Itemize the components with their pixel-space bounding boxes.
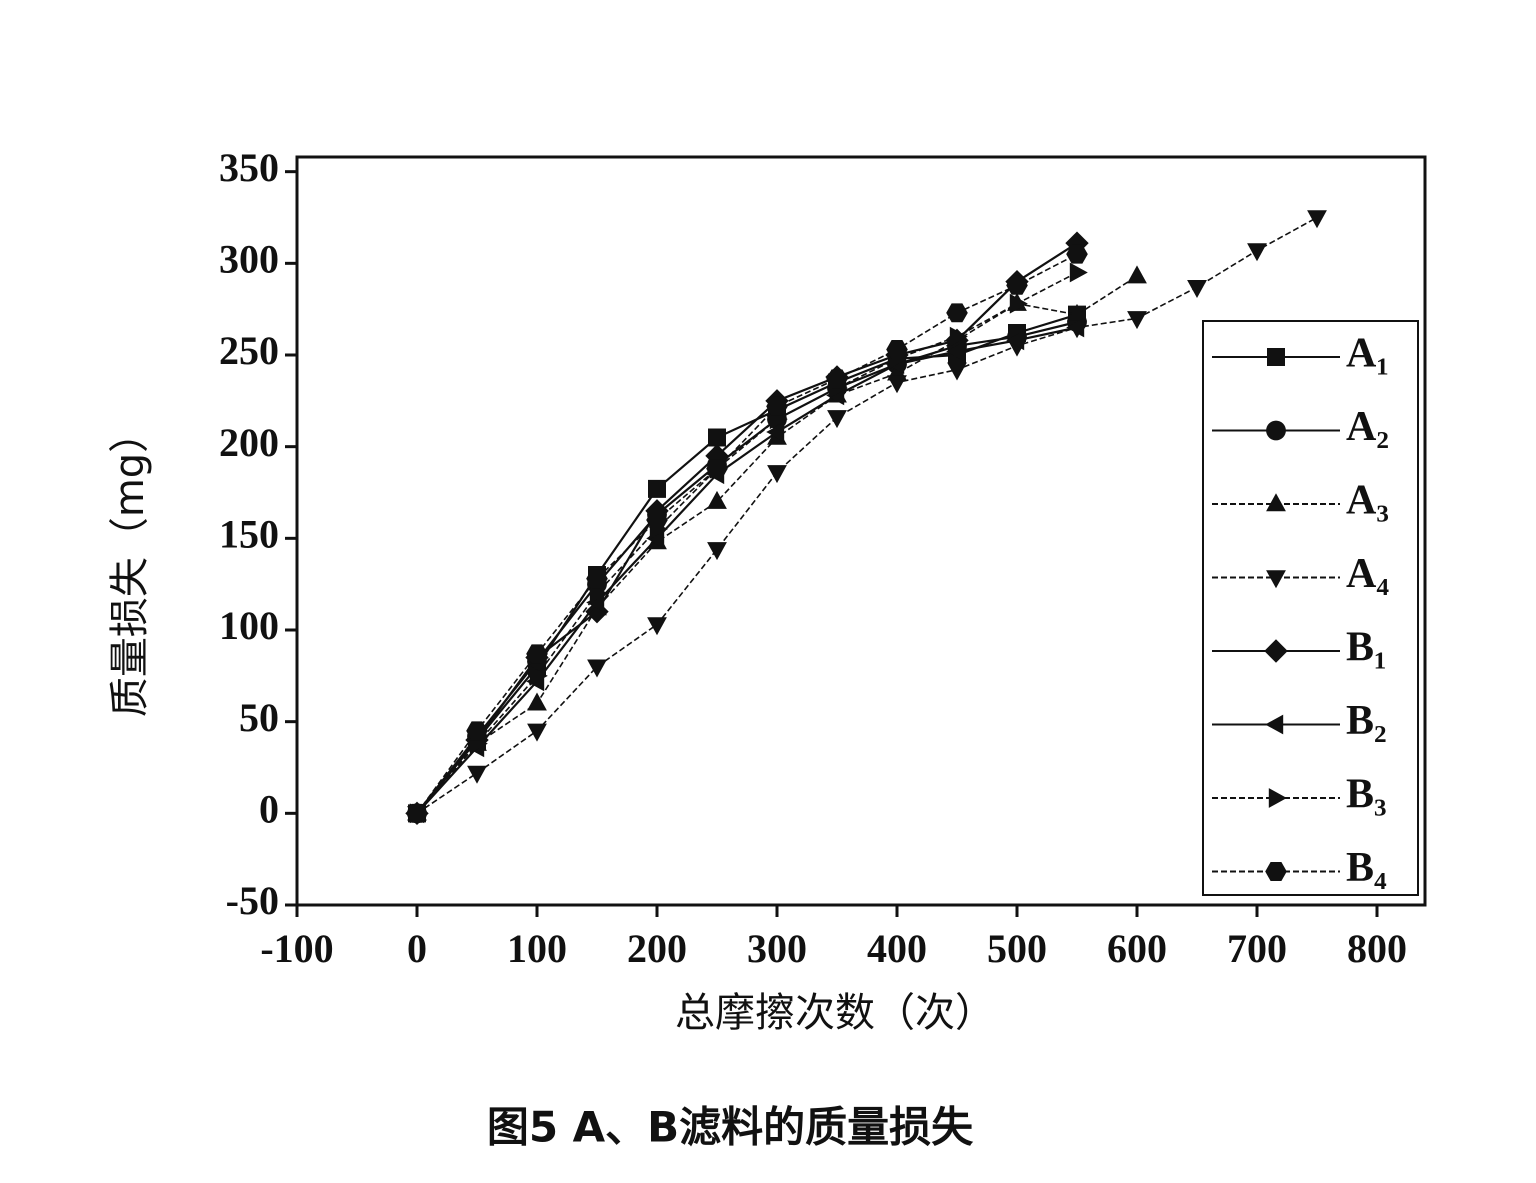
legend-swatch	[1266, 420, 1286, 441]
x-tick-label: 400	[867, 926, 927, 971]
x-tick-label: 800	[1347, 926, 1407, 971]
series-line	[416, 326, 1078, 815]
marker	[1066, 317, 1085, 338]
series-line	[416, 242, 1078, 815]
legend-swatch	[1265, 862, 1287, 881]
marker	[766, 396, 788, 416]
y-tick-label: 50	[239, 695, 279, 740]
marker	[1069, 262, 1088, 283]
legend-swatch	[1265, 714, 1284, 735]
series-line	[416, 216, 1318, 814]
x-tick-label: 600	[1107, 926, 1167, 971]
x-tick-label: 200	[627, 926, 687, 971]
legend-label: A₁	[1346, 331, 1389, 377]
marker	[886, 340, 908, 359]
series-line	[416, 320, 1078, 815]
series-line	[416, 275, 1138, 814]
x-tick-label: 300	[747, 926, 807, 971]
marker	[1006, 330, 1025, 351]
marker	[767, 465, 787, 484]
marker	[1009, 293, 1028, 314]
y-axis-label: 质量损失（mg）	[107, 413, 153, 717]
x-tick-label: 0	[407, 926, 427, 971]
marker	[1247, 243, 1267, 262]
legend-swatch	[1268, 788, 1287, 808]
marker	[647, 617, 667, 636]
marker	[706, 459, 728, 479]
legend-label: A₂	[1346, 404, 1389, 450]
legend-label: A₃	[1346, 478, 1389, 524]
marker	[826, 369, 848, 389]
marker	[527, 723, 547, 742]
marker	[1066, 244, 1088, 264]
marker	[1006, 275, 1028, 295]
marker	[949, 326, 968, 347]
marker	[589, 583, 608, 604]
y-tick-label: 100	[219, 603, 279, 648]
y-tick-label: 150	[219, 512, 279, 557]
marker	[646, 510, 668, 530]
legend-swatch	[1264, 639, 1288, 663]
marker	[587, 659, 607, 678]
marker	[466, 721, 488, 741]
legend-label: B₃	[1346, 772, 1387, 818]
y-tick-label: 0	[259, 787, 279, 832]
marker	[527, 692, 547, 711]
plot-frame	[295, 155, 1427, 907]
marker	[586, 569, 608, 589]
marker	[827, 410, 847, 429]
marker	[1187, 279, 1207, 298]
marker	[887, 375, 907, 394]
series-line	[416, 253, 1078, 814]
marker	[708, 428, 726, 447]
legend-box	[1202, 320, 1419, 896]
marker	[467, 765, 487, 784]
x-tick-label: 500	[987, 926, 1047, 971]
x-tick-label: 100	[507, 926, 567, 971]
marker	[526, 644, 548, 664]
legend-swatch	[1266, 493, 1286, 512]
y-tick-label: 350	[219, 145, 279, 190]
marker	[1127, 265, 1147, 284]
legend-label: A₄	[1346, 551, 1389, 597]
y-tick-label: 250	[219, 328, 279, 373]
legend-label: B₁	[1346, 625, 1387, 671]
marker	[406, 803, 428, 823]
series-line	[416, 313, 1078, 815]
marker	[1067, 303, 1087, 322]
marker	[648, 479, 666, 498]
x-tick-label: 700	[1227, 926, 1287, 971]
marker	[946, 341, 965, 362]
series-line	[416, 271, 1078, 814]
marker	[1307, 210, 1327, 229]
marker	[707, 490, 727, 509]
marker	[529, 665, 548, 686]
y-tick-label: 200	[219, 420, 279, 465]
marker	[1127, 311, 1147, 330]
caption: 图5 A、B滤料的质量损失	[487, 1103, 974, 1152]
legend-swatch	[1267, 348, 1285, 366]
legend-swatch	[1266, 570, 1286, 589]
y-tick-label: -50	[226, 878, 279, 923]
legend-label: B₂	[1346, 698, 1387, 744]
marker	[766, 422, 785, 442]
y-tick-label: 300	[219, 237, 279, 282]
marker	[947, 362, 967, 381]
marker	[946, 303, 968, 323]
marker	[707, 542, 727, 561]
x-axis-label: 总摩擦次数（次）	[675, 990, 995, 1036]
x-tick-label: -100	[260, 926, 333, 971]
legend-label: B₄	[1346, 845, 1387, 891]
